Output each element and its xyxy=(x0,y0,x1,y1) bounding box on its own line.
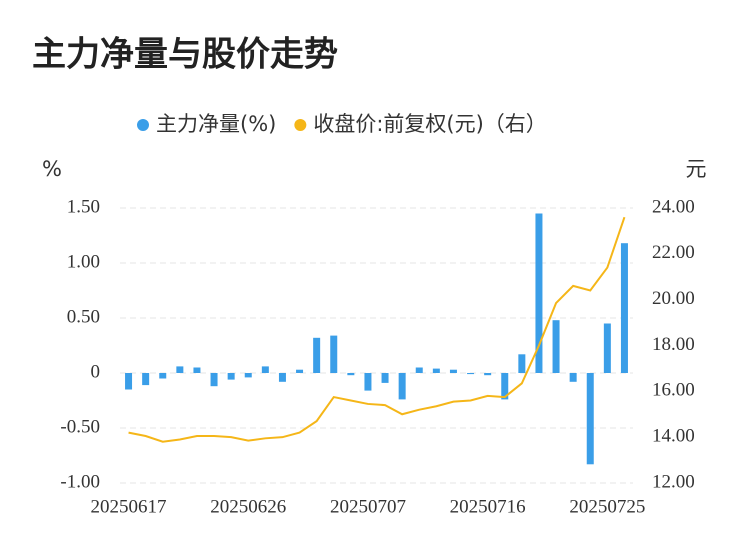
bar xyxy=(313,337,321,373)
bar xyxy=(518,354,526,373)
bar xyxy=(296,369,304,373)
bar xyxy=(484,373,492,376)
y2-axis-label: 元 xyxy=(686,157,707,181)
bar xyxy=(620,243,628,373)
bar xyxy=(552,320,560,373)
bar xyxy=(415,367,423,373)
y-tick-label: -1.00 xyxy=(60,471,100,492)
bar xyxy=(381,373,389,383)
y2-tick-label: 16.00 xyxy=(652,380,695,401)
bar xyxy=(227,373,235,380)
y2-tick-label: 12.00 xyxy=(652,471,695,492)
y2-tick-label: 20.00 xyxy=(652,288,695,309)
x-tick-label: 20250716 xyxy=(450,496,526,517)
y2-tick-label: 18.00 xyxy=(652,334,695,355)
bar xyxy=(467,373,475,375)
y-tick-label: 0.50 xyxy=(67,306,100,327)
bar xyxy=(330,335,338,373)
bar xyxy=(398,373,406,400)
bar xyxy=(244,373,252,378)
y-tick-label: -0.50 xyxy=(60,416,100,437)
bar xyxy=(142,373,150,386)
line xyxy=(128,216,626,443)
bar xyxy=(278,373,286,382)
bar xyxy=(210,373,218,387)
bar xyxy=(432,368,440,373)
legend-label: 主力净量(%) xyxy=(156,112,276,136)
y-tick-label: 1.00 xyxy=(67,251,100,272)
y2-tick-label: 14.00 xyxy=(652,426,695,447)
y-axis-label: % xyxy=(42,157,62,181)
bar xyxy=(261,366,269,373)
bar xyxy=(501,373,509,400)
y2-tick-label: 22.00 xyxy=(652,242,695,263)
bar xyxy=(586,373,594,465)
bar xyxy=(449,369,457,373)
y-tick-label: 1.50 xyxy=(67,196,100,217)
bar xyxy=(364,373,372,391)
x-tick-label: 20250626 xyxy=(210,496,286,517)
bar xyxy=(193,367,201,373)
bar xyxy=(159,373,167,379)
y2-tick-label: 24.00 xyxy=(652,196,695,217)
bar xyxy=(603,323,611,373)
bar xyxy=(347,373,355,376)
legend-label: 收盘价:前复权(元)（右） xyxy=(313,112,546,136)
bar xyxy=(535,213,543,373)
legend-marker xyxy=(294,119,307,131)
bar xyxy=(125,373,133,390)
x-tick-label: 20250617 xyxy=(91,496,167,517)
chart-title: 主力净量与股价走势 xyxy=(32,35,338,75)
x-tick-label: 20250725 xyxy=(569,496,645,517)
x-tick-label: 20250707 xyxy=(330,496,406,517)
y-tick-label: 0 xyxy=(91,361,101,382)
bar xyxy=(176,366,184,373)
legend-marker xyxy=(137,119,149,131)
bar xyxy=(569,373,577,382)
